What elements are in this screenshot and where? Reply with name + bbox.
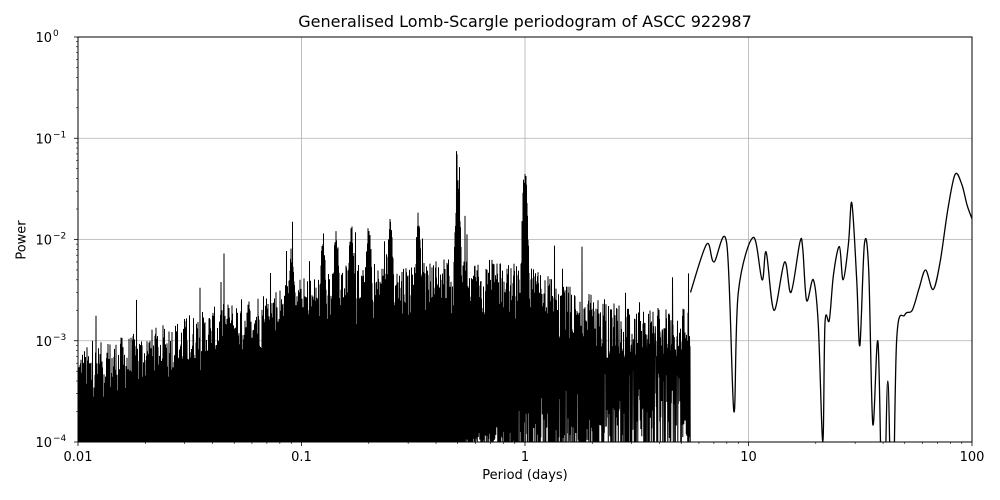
y-tick-label: 10 <box>35 234 52 249</box>
chart-title: Generalised Lomb-Scargle periodogram of … <box>298 12 752 31</box>
y-tick-label: 10 <box>35 335 52 350</box>
x-axis-label: Period (days) <box>482 468 568 483</box>
y-tick-exponent: −2 <box>53 232 66 242</box>
long-period-periodogram <box>689 172 972 442</box>
x-tick-label: 10 <box>740 450 757 465</box>
y-tick-exponent: 0 <box>53 29 59 39</box>
x-tick-label: 1 <box>521 450 529 465</box>
y-tick-label: 10 <box>35 31 52 46</box>
y-tick-exponent: −4 <box>53 434 67 444</box>
y-tick-exponent: −1 <box>53 130 66 140</box>
x-tick-label: 0.01 <box>64 450 93 465</box>
x-tick-label: 0.1 <box>291 450 312 465</box>
y-tick-exponent: −3 <box>53 333 66 343</box>
dense-periodogram <box>78 151 691 442</box>
periodogram-curve <box>78 151 972 442</box>
x-tick-label: 100 <box>960 450 985 465</box>
y-tick-label: 10 <box>35 132 52 147</box>
y-tick-label: 10 <box>35 436 52 451</box>
